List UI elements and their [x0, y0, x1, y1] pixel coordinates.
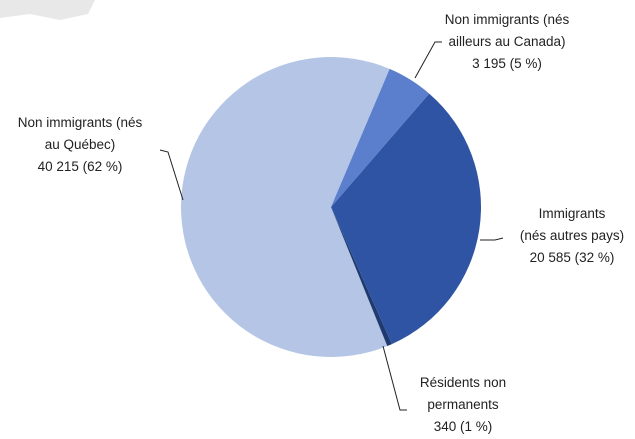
value-label: 340 (1 %)	[433, 419, 493, 434]
value-label: 3 195 (5 %)	[472, 56, 542, 71]
value-label: 20 585 (32 %)	[529, 250, 615, 265]
leader-line	[159, 149, 184, 201]
slice-label: Immigrants (nés autres pays) 20 585 (32 %…	[482, 203, 635, 269]
category-label: Non immigrants (nés ailleurs au Canada)	[444, 12, 570, 49]
pie-slice	[331, 207, 392, 347]
value-label: 40 215 (62 %)	[37, 159, 123, 174]
slice-label: Non immigrants (nés au Québec) 40 215 (62…	[0, 112, 170, 178]
category-label: Résidents non permanents	[419, 375, 507, 412]
slice-label: Résidents non permanents 340 (1 %)	[373, 372, 553, 438]
leader-line	[480, 237, 504, 241]
corner-decoration	[0, 0, 95, 20]
pie-slice	[331, 68, 430, 207]
leader-line	[382, 345, 407, 411]
leader-line	[414, 41, 442, 79]
pie-slice	[181, 56, 390, 358]
category-label: Immigrants (nés autres pays)	[519, 206, 625, 243]
pie-slice	[331, 93, 482, 345]
slice-label: Non immigrants (nés ailleurs au Canada) 3…	[417, 9, 597, 75]
category-label: Non immigrants (nés au Québec)	[17, 115, 143, 152]
